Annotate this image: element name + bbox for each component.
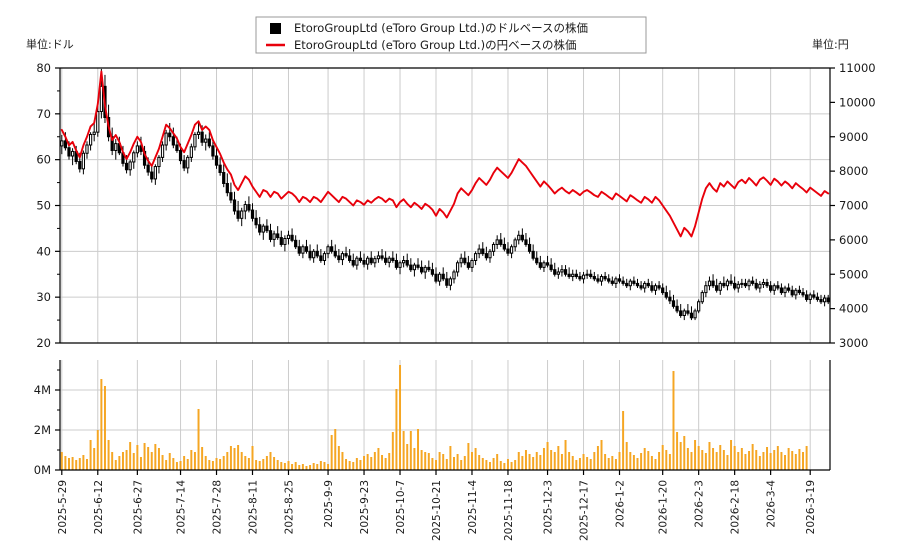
x-axis-date-label: 2025-11-18 [503, 480, 515, 541]
x-axis-date-label: 2025-6-27 [132, 480, 144, 534]
candlestick-series [60, 68, 830, 321]
volume-bars [60, 365, 808, 470]
volume-tick-label: 2M [34, 423, 51, 437]
left-tick-label: 30 [36, 290, 51, 304]
x-axis-date-label: 2025-5-29 [57, 480, 69, 534]
left-axis-title-group: 単位:ドル [26, 37, 74, 51]
x-axis-date-label: 2026-2-18 [730, 480, 742, 534]
right-tick-label: 5000 [839, 267, 868, 281]
left-axis-title: 単位:ドル [26, 37, 74, 51]
legend-box [255, 16, 647, 54]
x-axis-date-label: 2026-3-19 [805, 480, 817, 534]
right-tick-label: 7000 [839, 199, 868, 213]
left-tick-label: 80 [36, 61, 51, 75]
legend-marker-square [270, 23, 281, 34]
x-axis-date-label: 2025-9-9 [323, 480, 335, 528]
left-tick-label: 40 [36, 244, 51, 258]
legend-item-label: EtoroGroupLtd (eToro Group Ltd.)のドルベースの株… [294, 21, 588, 35]
right-tick-label: 8000 [839, 164, 868, 178]
right-axis-title-group: 単位:円 [812, 37, 849, 51]
x-axis-date-label: 2026-1-20 [658, 480, 670, 534]
left-tick-label: 50 [36, 199, 51, 213]
x-axis-date-labels: 2025-5-29 2025-6-12 2025-6-27 2025-7-14 2025… [57, 470, 817, 541]
legend-item-label: EtoroGroupLtd (eToro Group Ltd.)の円ベースの株価 [294, 38, 577, 52]
x-axis-date-label: 2026-3-4 [766, 480, 778, 528]
x-axis-date-label: 2025-12-3 [543, 480, 555, 534]
left-tick-label: 70 [36, 107, 51, 121]
right-tick-label: 10000 [839, 95, 876, 109]
x-axis-date-label: 2026-1-2 [615, 480, 627, 528]
x-axis-date-label: 2025-8-11 [248, 480, 260, 534]
right-tick-label: 3000 [839, 336, 868, 350]
x-axis-date-label: 2025-9-23 [359, 480, 371, 534]
x-axis-date-label: 2025-12-17 [579, 480, 591, 541]
x-axis-date-label: 2025-6-12 [93, 480, 105, 534]
x-axis-date-label: 2025-7-28 [212, 480, 224, 534]
x-axis-date-label: 2025-8-25 [284, 480, 296, 534]
right-tick-label: 6000 [839, 233, 868, 247]
left-tick-label: 60 [36, 153, 51, 167]
yen-price-line [60, 70, 830, 238]
x-axis-date-label: 2025-11-4 [467, 480, 479, 535]
volume-tick-label: 0M [34, 463, 51, 477]
volume-tick-label: 4M [34, 383, 51, 397]
x-axis-date-label: 2025-7-14 [176, 480, 188, 535]
right-tick-label: 11000 [839, 61, 876, 75]
right-tick-label: 4000 [839, 302, 868, 316]
right-axis-title: 単位:円 [812, 37, 849, 51]
left-tick-label: 20 [36, 336, 51, 350]
right-tick-label: 9000 [839, 130, 868, 144]
x-axis-date-label: 2026-2-3 [694, 480, 706, 528]
axis-tick-labels: 20 30 40 50 60 70 80 3000 4000 5000 6000 7000 8000 90… [34, 61, 876, 477]
legend[interactable]: EtoroGroupLtd (eToro Group Ltd.)のドルベースの株… [255, 16, 647, 54]
x-axis-date-label: 2025-10-7 [395, 480, 407, 534]
x-axis-date-label: 2025-10-21 [431, 480, 443, 541]
